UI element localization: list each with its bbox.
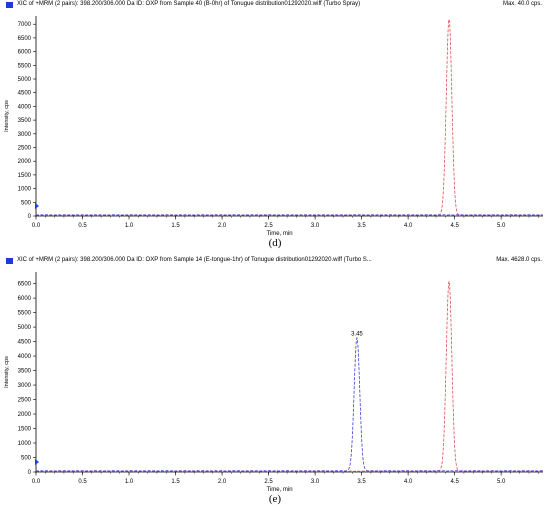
y-tick-label: 4500 [18, 340, 32, 346]
chromatogram-chart-e: 0 500 1000 1500 2000 2500 3000 3500 4000 4500 5000… [4, 272, 543, 493]
x-tick-label: 5.0 [497, 223, 506, 229]
x-tick-label: 2.5 [264, 223, 273, 229]
baseline-marker-icon [35, 203, 39, 209]
y-tick-label: 1000 [18, 187, 32, 193]
series-marker-icon [6, 258, 13, 264]
y-tick-label: 5000 [18, 77, 32, 83]
y-tick-label: 5500 [18, 311, 32, 317]
y-axis-label: Intensity, cps [4, 356, 10, 388]
x-tick-label: 1.0 [125, 479, 134, 485]
chromatogram-chart-d: 0 500 1000 1500 2000 2500 3000 3500 4000 4500 5000… [4, 16, 543, 237]
chart-header: XIC of +MRM (2 pairs): 398.200/306.000 D… [0, 256, 550, 268]
x-tick-label: 2.5 [264, 479, 273, 485]
chart-panel-d: XIC of +MRM (2 pairs): 398.200/306.000 D… [0, 0, 550, 252]
series-marker-icon [6, 2, 13, 8]
y-tick-label: 7000 [18, 22, 32, 28]
chart-header-max: Max. 40.0 cps. [502, 1, 542, 7]
peak-label: 3.45 [351, 332, 363, 338]
x-tick-label: 0.0 [32, 223, 41, 229]
chart-header-max: Max. 4628.0 cps. [496, 257, 542, 263]
y-tick-label: 5000 [18, 325, 32, 331]
y-tick-label: 1500 [18, 427, 32, 433]
chart-header: XIC of +MRM (2 pairs): 398.200/306.000 D… [0, 0, 550, 12]
y-tick-label: 5500 [18, 63, 32, 69]
y-tick-label: 0 [28, 470, 32, 476]
x-tick-label: 2.0 [218, 223, 227, 229]
chart-header-title: XIC of +MRM (2 pairs): 398.200/306.000 D… [17, 1, 361, 7]
x-tick-label: 2.0 [218, 479, 227, 485]
y-tick-label: 2500 [18, 398, 32, 404]
x-tick-label: 3.5 [357, 223, 366, 229]
x-tick-label: 4.0 [404, 479, 413, 485]
x-tick-label: 4.5 [450, 223, 459, 229]
figure-caption-d: (d) [268, 237, 282, 249]
x-tick-label: 3.0 [311, 479, 320, 485]
series-trace-2 [35, 337, 543, 472]
x-tick-label: 3.5 [357, 479, 366, 485]
y-tick-label: 4000 [18, 104, 32, 110]
y-tick-label: 6500 [18, 36, 32, 42]
y-tick-label: 0 [28, 214, 32, 220]
x-tick-label: 1.5 [171, 223, 180, 229]
y-tick-label: 6000 [18, 296, 32, 302]
chart-panel-e: XIC of +MRM (2 pairs): 398.200/306.000 D… [0, 256, 550, 511]
y-tick-label: 3000 [18, 383, 32, 389]
chart-header-title: XIC of +MRM (2 pairs): 398.200/306.000 D… [17, 257, 372, 263]
y-tick-label: 500 [21, 456, 32, 462]
x-axis-label: Time, min [266, 231, 292, 237]
y-tick-label: 6000 [18, 50, 32, 56]
y-tick-label: 4500 [18, 91, 32, 97]
x-tick-label: 4.5 [450, 479, 459, 485]
figure-caption-e: (e) [268, 493, 282, 505]
y-tick-label: 2000 [18, 412, 32, 418]
series-trace-1 [35, 281, 543, 472]
x-tick-label: 1.0 [125, 223, 134, 229]
x-tick-label: 5.0 [497, 479, 506, 485]
y-tick-label: 1000 [18, 441, 32, 447]
y-tick-label: 6500 [18, 282, 32, 288]
y-tick-label: 2500 [18, 146, 32, 152]
x-tick-label: 0.0 [32, 479, 41, 485]
y-tick-label: 3500 [18, 369, 32, 375]
y-tick-label: 2000 [18, 159, 32, 165]
x-tick-label: 3.0 [311, 223, 320, 229]
series-trace-1 [35, 19, 543, 216]
baseline-marker-icon [35, 459, 39, 465]
x-tick-label: 4.0 [404, 223, 413, 229]
y-axis-label: Intensity, cps [4, 100, 10, 132]
y-tick-label: 3500 [18, 118, 32, 124]
y-tick-label: 4000 [18, 354, 32, 360]
x-tick-label: 1.5 [171, 479, 180, 485]
y-tick-label: 500 [21, 200, 32, 206]
y-tick-label: 3000 [18, 132, 32, 138]
y-tick-label: 1500 [18, 173, 32, 179]
x-tick-label: 0.5 [78, 479, 87, 485]
x-axis-label: Time, min [266, 487, 292, 493]
x-tick-label: 0.5 [78, 223, 87, 229]
